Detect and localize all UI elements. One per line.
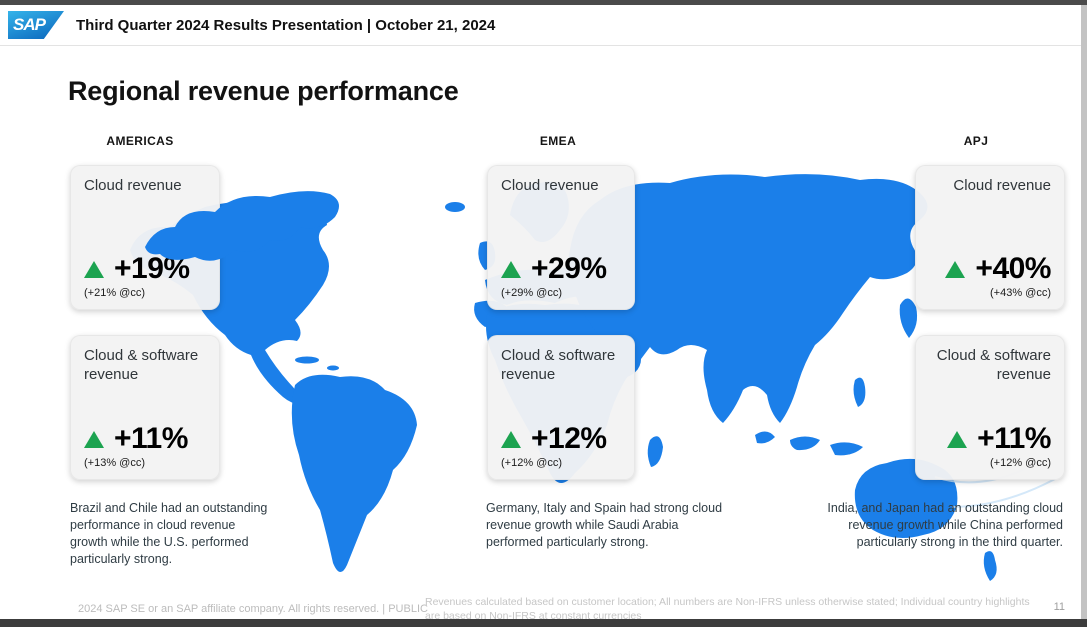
window-top-bar: [0, 0, 1087, 5]
growth-up-icon: [84, 430, 104, 448]
constant-currency-value: (+43% @cc): [990, 287, 1051, 299]
card-metrics: +29% (+29% @cc): [501, 254, 621, 299]
stat-card-apj-cloud: Cloud revenue +40% (+43% @cc): [915, 165, 1065, 310]
region-label-apj: APJ: [963, 134, 989, 148]
window-bottom-bar: [0, 619, 1087, 627]
card-title: Cloud revenue: [84, 177, 182, 194]
growth-value: +11%: [114, 422, 188, 455]
page-title: Regional revenue performance: [68, 76, 459, 106]
window-right-strip: [1081, 5, 1087, 619]
region-label-americas: AMERICAS: [106, 134, 174, 148]
card-metrics: +40% (+43% @cc): [929, 254, 1051, 299]
growth-value: +12%: [531, 422, 607, 455]
constant-currency-value: (+13% @cc): [84, 457, 145, 469]
card-title: Cloud revenue: [953, 177, 1051, 194]
stat-card-apj-cloud-software: Cloud & software revenue +11% (+12% @cc): [915, 335, 1065, 480]
region-note-americas: Brazil and Chile had an outstanding perf…: [70, 501, 268, 566]
presentation-title: Third Quarter 2024 Results Presentation …: [76, 16, 496, 34]
region-note-apj: India, and Japan had an outstanding clou…: [827, 501, 1063, 549]
growth-up-icon: [501, 430, 521, 448]
stat-card-americas-cloud-software: Cloud & software revenue +11% (+13% @cc): [70, 335, 220, 480]
disclaimer-text: Revenues calculated based on customer lo…: [425, 596, 1030, 622]
card-metrics: +12% (+12% @cc): [501, 424, 621, 469]
card-title: Cloud & software revenue: [936, 347, 1051, 383]
card-title: Cloud & software revenue: [501, 347, 616, 383]
constant-currency-value: (+12% @cc): [990, 457, 1051, 469]
card-title: Cloud & software revenue: [84, 347, 199, 383]
growth-value: +29%: [531, 252, 607, 285]
stat-card-emea-cloud-software: Cloud & software revenue +12% (+12% @cc): [487, 335, 635, 480]
region-note-emea: Germany, Italy and Spain had strong clou…: [486, 501, 723, 549]
page-number: 11: [1053, 601, 1065, 613]
copyright-text: 2024 SAP SE or an SAP affiliate company.…: [78, 603, 428, 615]
region-label-emea: EMEA: [539, 134, 577, 148]
constant-currency-value: (+12% @cc): [501, 457, 562, 469]
sap-logo-text: SAP: [13, 15, 46, 34]
growth-value: +11%: [977, 422, 1051, 455]
growth-value: +40%: [975, 252, 1051, 285]
growth-up-icon: [947, 430, 968, 448]
constant-currency-value: (+29% @cc): [501, 287, 562, 299]
sap-logo: SAP: [8, 11, 64, 39]
card-metrics: +11% (+12% @cc): [929, 424, 1051, 469]
world-map-arctic-overlay: [145, 191, 339, 261]
stat-card-emea-cloud: Cloud revenue +29% (+29% @cc): [487, 165, 635, 310]
card-metrics: +11% (+13% @cc): [84, 424, 206, 469]
growth-up-icon: [501, 260, 521, 278]
constant-currency-value: (+21% @cc): [84, 287, 145, 299]
growth-up-icon: [945, 260, 966, 278]
slide-header: SAP Third Quarter 2024 Results Presentat…: [0, 5, 1087, 46]
growth-up-icon: [84, 260, 104, 278]
card-title: Cloud revenue: [501, 177, 599, 194]
